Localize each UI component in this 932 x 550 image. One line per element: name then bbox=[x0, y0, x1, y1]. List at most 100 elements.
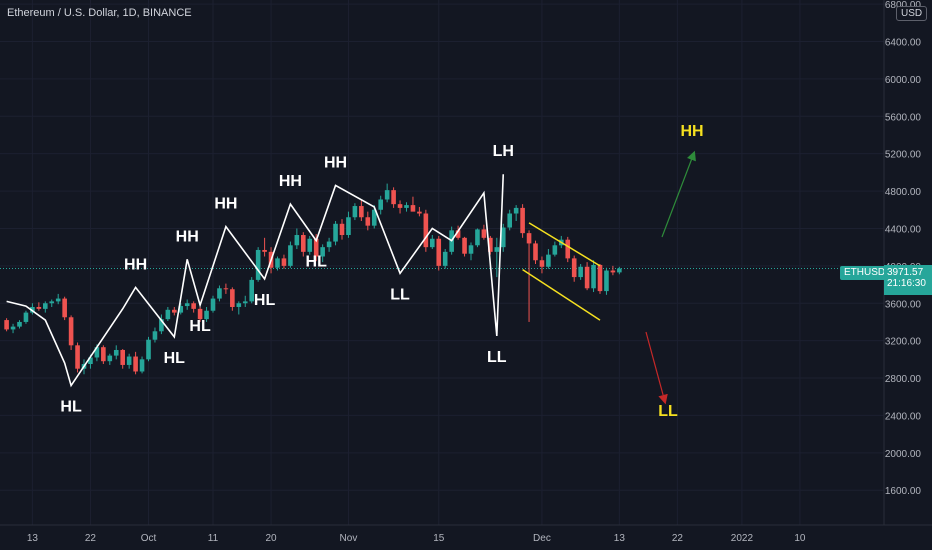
time-tick-label: 2022 bbox=[731, 533, 754, 544]
candle-body bbox=[62, 298, 67, 318]
candle-body bbox=[526, 233, 532, 244]
candle-body bbox=[139, 359, 145, 372]
candle-body bbox=[107, 355, 113, 362]
candle-body bbox=[184, 303, 190, 307]
candle-body bbox=[75, 345, 80, 369]
candle-body bbox=[255, 249, 261, 280]
price-tick-label: 6000.00 bbox=[885, 75, 922, 86]
time-tick-label: 13 bbox=[614, 533, 626, 544]
channel-upper-line bbox=[528, 222, 601, 267]
candle-body bbox=[371, 209, 377, 226]
candle-body bbox=[236, 303, 242, 307]
candle-body bbox=[404, 205, 409, 208]
candle-body bbox=[488, 237, 493, 252]
price-tick-label: 3200.00 bbox=[885, 337, 922, 348]
candle-body bbox=[436, 238, 442, 266]
projection-down-arrow bbox=[645, 331, 668, 405]
candle-body bbox=[410, 205, 416, 212]
candle-body bbox=[197, 308, 203, 320]
candle-body bbox=[378, 199, 383, 210]
candle-body bbox=[49, 301, 55, 304]
candle-body bbox=[191, 303, 196, 309]
candle-body bbox=[320, 247, 325, 257]
candle-body bbox=[326, 241, 332, 248]
price-tick-label: 1600.00 bbox=[885, 486, 922, 497]
candle-body bbox=[159, 319, 164, 332]
candle-body bbox=[126, 356, 132, 365]
time-tick-label: 15 bbox=[433, 533, 445, 544]
swing-label-hh: HH bbox=[324, 154, 347, 171]
candle-body bbox=[513, 207, 519, 214]
swing-label-hh: HH bbox=[279, 173, 302, 190]
price-tick-label: 6400.00 bbox=[885, 38, 922, 49]
candle-body bbox=[430, 238, 435, 248]
candle-body bbox=[359, 206, 364, 218]
swing-label-hh: HH bbox=[214, 196, 237, 213]
candle-body bbox=[552, 245, 558, 255]
time-tick-label: Nov bbox=[340, 533, 358, 544]
current-price-value: 3971.57 bbox=[887, 267, 924, 278]
candle-body bbox=[294, 235, 300, 246]
candle-body bbox=[546, 254, 551, 267]
candle-body bbox=[288, 245, 293, 266]
price-tick-label: 5200.00 bbox=[885, 150, 922, 161]
candle-body bbox=[481, 229, 487, 238]
time-tick-label: 10 bbox=[794, 533, 806, 544]
swing-label-ll: LL bbox=[487, 349, 507, 366]
candle-body bbox=[249, 279, 254, 302]
candle-body bbox=[165, 309, 171, 320]
candle-body bbox=[617, 268, 622, 273]
price-tick-label: 2800.00 bbox=[885, 374, 922, 385]
time-tick-label: 11 bbox=[208, 533, 219, 544]
candle-body bbox=[204, 310, 209, 320]
candle-body bbox=[242, 301, 248, 304]
time-tick-label: Dec bbox=[533, 533, 551, 544]
candle-body bbox=[301, 235, 306, 252]
candle-body bbox=[113, 349, 119, 356]
candle-body bbox=[391, 190, 396, 205]
candle-body bbox=[597, 264, 603, 292]
swing-label-lh: LH bbox=[493, 143, 514, 160]
swing-label-hl: HL bbox=[306, 254, 328, 271]
price-tick-label: 2400.00 bbox=[885, 411, 922, 422]
candle-body bbox=[339, 223, 345, 236]
candle-body bbox=[262, 249, 267, 252]
time-tick-label: 13 bbox=[27, 533, 39, 544]
candle-body bbox=[275, 258, 280, 268]
currency-button[interactable]: USD bbox=[896, 6, 928, 21]
swing-label-hl: HL bbox=[254, 292, 276, 309]
candle-body bbox=[101, 347, 106, 362]
price-tick-label: 5600.00 bbox=[885, 112, 922, 123]
price-tick-label: 4800.00 bbox=[885, 187, 922, 198]
swing-label-ll: LL bbox=[390, 286, 410, 303]
candle-body bbox=[217, 288, 222, 299]
candle-body bbox=[507, 213, 512, 228]
candle-body bbox=[88, 357, 93, 365]
candle-body bbox=[4, 320, 9, 330]
price-tick-label: 4400.00 bbox=[885, 224, 922, 235]
projection-up-arrow bbox=[661, 150, 696, 238]
candle-body bbox=[604, 270, 609, 292]
candle-body bbox=[417, 211, 422, 214]
candle-body bbox=[442, 251, 448, 266]
candle-body bbox=[23, 312, 29, 322]
time-axis[interactable]: 13 22 Oct 11 20 Nov 15 Dec 13 22 2022 10 bbox=[0, 524, 932, 544]
candle-body bbox=[565, 239, 571, 259]
candle-body bbox=[365, 217, 371, 226]
candle-body bbox=[539, 260, 545, 267]
candle-body bbox=[55, 298, 61, 302]
candle-body bbox=[94, 347, 100, 358]
candle-body bbox=[230, 289, 235, 307]
candle-body bbox=[397, 204, 403, 208]
candle-body bbox=[17, 321, 22, 327]
candle-body bbox=[36, 306, 42, 309]
candles-group bbox=[4, 183, 622, 375]
candle-body bbox=[281, 258, 287, 266]
candle-body bbox=[384, 190, 390, 200]
candle-body bbox=[423, 213, 429, 248]
chart-title: Ethereum / U.S. Dollar, 1D, BINANCE bbox=[7, 7, 192, 19]
symbol-tag: ETHUSD bbox=[840, 266, 890, 280]
channel-lower-line bbox=[522, 268, 601, 321]
time-tick-label: Oct bbox=[141, 533, 157, 544]
